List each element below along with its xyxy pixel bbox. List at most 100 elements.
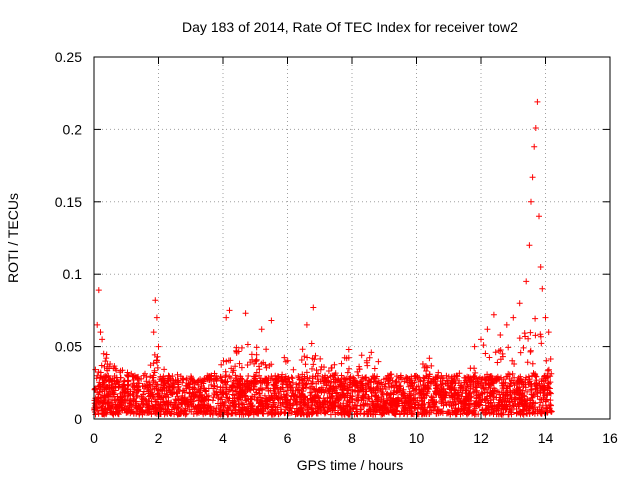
- data-point: [450, 378, 457, 385]
- data-point: [428, 362, 435, 369]
- data-point: [434, 407, 441, 414]
- data-point: [360, 401, 367, 408]
- data-point: [245, 373, 252, 379]
- data-point: [243, 397, 250, 404]
- data-point: [297, 405, 304, 412]
- data-point: [457, 398, 464, 405]
- data-point: [198, 398, 205, 405]
- data-point: [517, 349, 524, 356]
- data-point: [245, 386, 251, 392]
- data-point: [384, 372, 391, 379]
- data-point: [479, 407, 485, 414]
- data-point: [290, 366, 297, 373]
- data-point: [281, 394, 288, 401]
- data-point: [233, 344, 240, 351]
- data-point: [134, 408, 141, 415]
- data-point: [197, 395, 204, 402]
- data-point: [310, 361, 317, 368]
- data-point: [350, 374, 357, 381]
- data-point: [495, 389, 502, 396]
- data-point: [499, 402, 506, 409]
- data-point: [263, 346, 270, 353]
- data-point: [353, 408, 359, 415]
- data-point: [381, 403, 388, 410]
- data-point: [545, 329, 552, 336]
- data-point: [271, 389, 278, 395]
- data-point: [465, 383, 472, 390]
- data-point: [140, 401, 147, 408]
- data-point: [263, 364, 270, 371]
- data-point: [318, 363, 325, 370]
- data-point: [185, 380, 192, 387]
- data-point: [188, 375, 195, 382]
- data-point: [532, 315, 539, 322]
- data-point: [180, 387, 187, 394]
- data-point: [205, 392, 212, 399]
- data-point: [99, 336, 106, 343]
- data-point: [302, 361, 309, 368]
- y-tick-label: 0.1: [63, 266, 83, 282]
- data-point: [226, 307, 233, 314]
- y-tick-label: 0: [74, 411, 82, 427]
- data-point: [191, 385, 198, 391]
- data-point: [474, 399, 481, 406]
- data-point: [363, 359, 370, 366]
- data-point: [328, 365, 335, 371]
- data-point: [510, 314, 517, 321]
- data-point: [293, 384, 300, 391]
- data-point: [506, 406, 513, 413]
- data-point: [329, 372, 336, 379]
- data-point: [241, 393, 248, 400]
- data-point: [314, 403, 321, 410]
- data-point: [116, 381, 123, 388]
- data-point: [382, 381, 389, 387]
- data-point: [224, 394, 231, 401]
- data-point: [138, 398, 145, 405]
- data-point: [161, 399, 167, 406]
- data-point: [463, 387, 470, 394]
- data-point: [345, 404, 351, 410]
- data-point: [325, 368, 332, 374]
- data-point: [221, 402, 228, 409]
- data-point: [462, 387, 469, 394]
- data-point: [227, 357, 234, 364]
- data-point: [524, 396, 531, 403]
- data-point: [414, 397, 421, 404]
- data-point: [527, 329, 534, 336]
- data-point: [547, 356, 554, 362]
- data-point: [516, 335, 523, 342]
- data-point: [466, 378, 473, 385]
- data-point: [369, 389, 376, 396]
- data-point: [303, 321, 310, 328]
- data-point: [300, 410, 307, 417]
- data-point: [124, 407, 131, 414]
- data-point: [253, 356, 260, 363]
- data-point: [519, 379, 526, 386]
- data-point: [187, 390, 194, 397]
- data-point: [304, 396, 311, 402]
- data-point: [544, 367, 551, 374]
- data-point: [274, 373, 281, 380]
- data-point: [128, 370, 135, 377]
- data-point: [117, 390, 124, 397]
- data-point: [517, 386, 523, 393]
- data-point: [490, 396, 497, 403]
- data-point: [253, 386, 259, 393]
- data-point: [424, 384, 431, 390]
- data-point: [472, 378, 479, 385]
- data-point: [110, 411, 117, 418]
- data-point: [224, 378, 231, 385]
- data-point: [398, 408, 405, 415]
- data-point: [417, 378, 424, 385]
- data-point: [496, 348, 502, 354]
- data-point: [499, 350, 506, 357]
- data-point: [105, 373, 112, 379]
- data-point: [143, 378, 150, 385]
- data-point: [524, 388, 531, 395]
- data-point: [455, 391, 462, 398]
- x-tick-label: 4: [219, 430, 227, 446]
- data-point: [256, 400, 262, 407]
- data-point: [152, 297, 159, 304]
- data-point: [142, 370, 148, 377]
- data-point: [483, 384, 489, 391]
